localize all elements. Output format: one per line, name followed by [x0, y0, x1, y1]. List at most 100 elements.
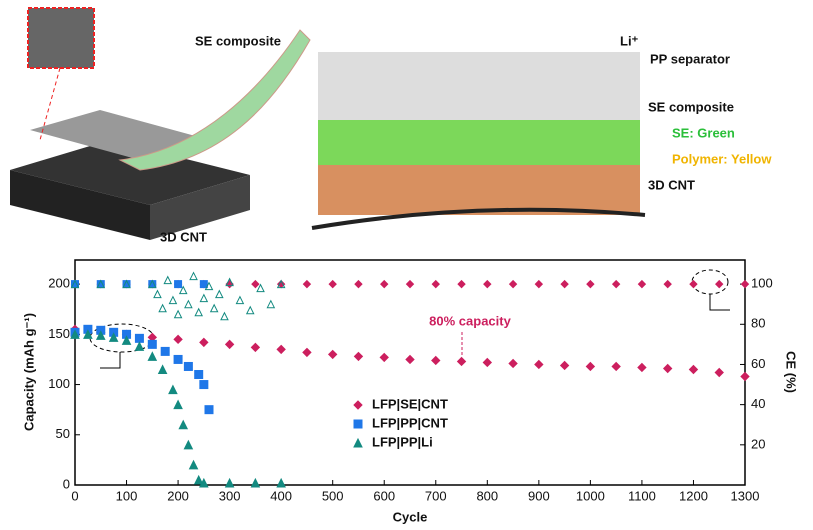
point: [173, 354, 183, 364]
point: [157, 364, 168, 374]
x-tick-label: 600: [373, 488, 395, 503]
point: [235, 295, 245, 305]
y2-tick-label: 100: [751, 276, 773, 291]
label: 3D CNT: [648, 177, 695, 192]
point: [214, 289, 224, 299]
point: [168, 295, 178, 305]
point: [70, 279, 80, 289]
y-tick-label: 50: [56, 426, 70, 441]
point: [559, 360, 570, 371]
point: [302, 279, 312, 289]
y-tick-label: 100: [48, 376, 70, 391]
se-layer: [30, 110, 210, 160]
point: [637, 362, 647, 373]
point: [122, 279, 131, 289]
point: [276, 279, 286, 289]
point: [96, 279, 106, 289]
point: [147, 279, 157, 289]
x-tick-label: 400: [270, 488, 292, 503]
point: [204, 405, 214, 415]
point: [134, 333, 144, 343]
y-axis-label: Capacity (mAh g⁻¹): [21, 313, 36, 431]
point: [225, 277, 234, 287]
x-tick-label: 1100: [628, 488, 656, 503]
point: [173, 399, 183, 410]
se-composite: [318, 120, 640, 165]
legend-marker: [353, 437, 363, 448]
point: [379, 352, 389, 363]
point: [220, 311, 229, 321]
point: [194, 370, 204, 380]
point: [483, 279, 492, 289]
annotation: 80% capacity: [429, 313, 511, 328]
zoom-box: [27, 7, 95, 69]
x-tick-label: 1300: [731, 488, 760, 503]
point: [147, 339, 157, 349]
legend-label: LFP|PP|Li: [372, 434, 433, 449]
point: [184, 299, 193, 309]
point: [199, 280, 208, 289]
point: [534, 359, 544, 370]
x-tick-label: 0: [71, 488, 78, 503]
y2-tick-label: 40: [751, 396, 765, 411]
pp-separator: [318, 52, 640, 120]
point: [147, 351, 158, 361]
x-tick-label: 900: [528, 488, 550, 503]
point: [431, 355, 441, 366]
point: [245, 305, 255, 315]
x-tick-label: 700: [425, 488, 447, 503]
point: [199, 477, 209, 488]
y-tick-label: 150: [48, 326, 70, 341]
point: [560, 279, 569, 289]
point: [173, 309, 183, 319]
point: [178, 419, 189, 430]
y-tick-label: 200: [48, 276, 70, 291]
point: [534, 279, 544, 289]
point: [199, 293, 209, 303]
label: SE composite: [648, 99, 734, 114]
x-tick-label: 800: [476, 488, 498, 503]
label: Li⁺: [620, 33, 639, 48]
point: [405, 279, 415, 289]
legend-marker: [353, 400, 363, 410]
point: [266, 299, 276, 309]
point: [168, 384, 178, 395]
point: [276, 477, 286, 488]
arrow: [100, 352, 121, 369]
x-tick-label: 1000: [576, 488, 605, 503]
point: [302, 347, 312, 358]
point: [663, 279, 672, 289]
point: [199, 380, 209, 390]
point: [714, 367, 724, 378]
point: [637, 279, 647, 289]
label: Polymer: Yellow: [672, 151, 772, 166]
point: [160, 346, 170, 356]
point: [108, 332, 119, 342]
x-tick-label: 300: [219, 488, 241, 503]
point: [134, 341, 145, 351]
point: [585, 361, 596, 372]
point: [199, 337, 209, 348]
y2-axis-label: CE (%): [784, 351, 799, 393]
point: [158, 303, 167, 313]
point: [508, 279, 518, 289]
point: [178, 285, 188, 295]
y2-tick-label: 20: [751, 436, 765, 451]
point: [174, 280, 183, 289]
point: [250, 477, 261, 488]
point: [662, 363, 673, 374]
point: [688, 364, 699, 375]
point: [740, 279, 750, 289]
substrate: [311, 207, 646, 230]
cnt-block: [10, 140, 250, 205]
label: SE composite: [195, 33, 281, 48]
cnt-layer: [318, 165, 640, 215]
point: [224, 477, 235, 488]
point: [153, 289, 162, 299]
point: [431, 279, 440, 289]
point: [70, 329, 80, 339]
point: [456, 356, 467, 367]
right-diagram: Li⁺ PP separator SE composite SE: Green …: [311, 33, 772, 230]
point: [353, 351, 364, 362]
point: [740, 371, 750, 382]
